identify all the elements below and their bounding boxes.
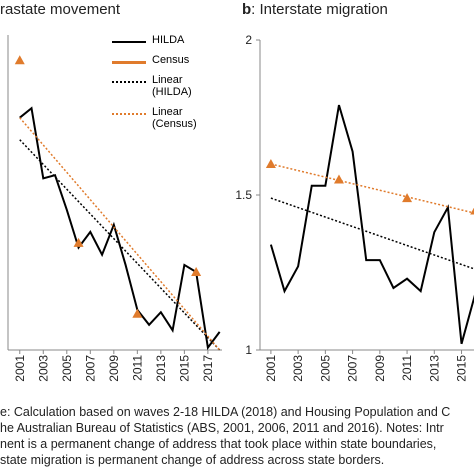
legend-item: Linear (HILDA)	[112, 74, 222, 98]
panel-label: b	[242, 1, 251, 18]
census-marker	[191, 267, 202, 277]
x-tick-label: 2013	[154, 355, 168, 382]
legend-item: Linear (Census)	[112, 106, 222, 130]
census-marker	[470, 207, 474, 215]
legend-swatch	[112, 61, 146, 64]
census-marker	[132, 308, 143, 318]
x-tick-label: 2015	[455, 355, 469, 382]
x-tick-label: 2001	[13, 355, 27, 382]
legend-swatch	[112, 81, 146, 83]
title-text: : Interstate migration	[251, 1, 388, 18]
legend-label: Census	[152, 54, 190, 66]
x-tick-label: 2015	[177, 355, 191, 382]
legend-swatch	[112, 41, 146, 43]
census-marker	[402, 193, 413, 203]
footnote-line: he Australian Bureau of Statistics (ABS,…	[0, 421, 444, 435]
chart-title: rastate movement	[0, 1, 121, 18]
census-marker	[333, 174, 344, 184]
x-tick-label: 2009	[373, 355, 387, 382]
trend-line	[19, 117, 221, 351]
trend-line	[19, 139, 221, 351]
footnote-line: state migration is permanent change of a…	[0, 453, 385, 467]
chart-title: b: Interstate migration	[242, 1, 388, 18]
x-tick-label: 2011	[400, 355, 414, 381]
legend-swatch	[112, 113, 146, 115]
x-tick-label: 2017	[201, 355, 215, 382]
x-tick-label: 2003	[291, 355, 305, 382]
y-tick-label: 2	[245, 33, 252, 47]
census-marker	[14, 55, 25, 65]
footnote-line: nent is a permanent change of address th…	[0, 437, 437, 451]
x-tick-label: 2003	[36, 355, 50, 382]
census-marker	[73, 237, 84, 247]
y-tick-label: 1.5	[235, 188, 252, 202]
data-line	[19, 106, 221, 351]
x-tick-label: 2011	[130, 355, 144, 381]
legend-item: Census	[112, 54, 222, 66]
x-tick-label: 2007	[83, 355, 97, 382]
x-tick-label: 2005	[60, 355, 74, 382]
x-tick-label: 2001	[264, 355, 278, 382]
legend-label: Linear (Census)	[152, 106, 197, 130]
footnote-line: e: Calculation based on waves 2-18 HILDA…	[0, 405, 451, 419]
x-tick-label: 2007	[346, 355, 360, 382]
x-tick-label: 2009	[107, 355, 121, 382]
x-tick-label: 2005	[318, 355, 332, 382]
legend: HILDA Census Linear (HILDA) Linear (Census)	[112, 34, 222, 138]
chart: rastate movement b: Interstate migration…	[0, 1, 474, 382]
footnote: e: Calculation based on waves 2-18 HILDA…	[0, 404, 450, 468]
trend-line	[270, 197, 474, 270]
legend-item: HILDA	[112, 34, 222, 46]
x-tick-label: 2013	[427, 355, 441, 382]
y-tick-label: 1	[245, 343, 252, 357]
trend-line	[270, 163, 474, 214]
data-line	[269, 104, 474, 345]
legend-label: Linear (HILDA)	[152, 74, 192, 98]
census-marker	[265, 159, 276, 168]
legend-label: HILDA	[152, 34, 185, 46]
